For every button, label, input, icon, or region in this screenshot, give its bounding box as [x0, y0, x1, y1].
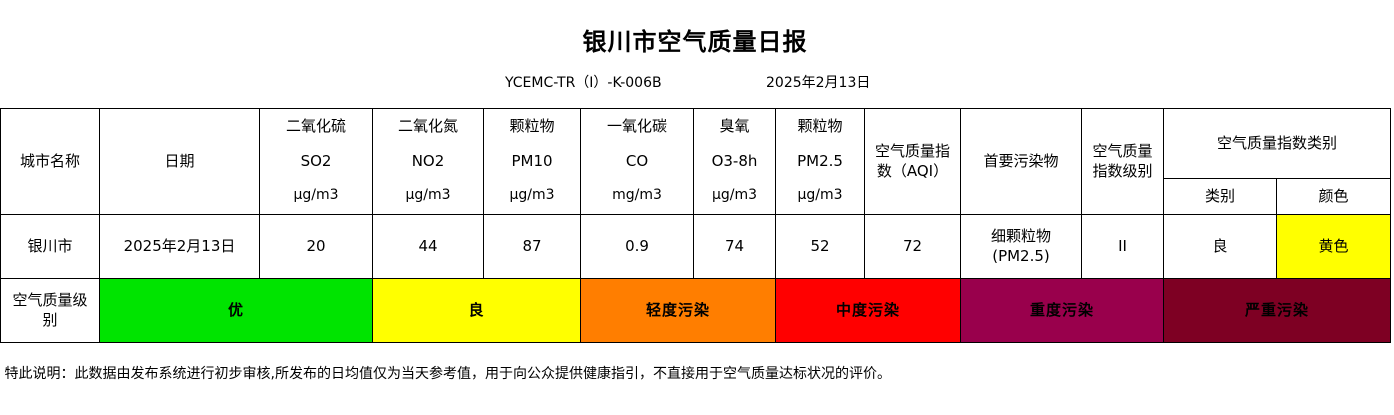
header-o3-unit: μg/m3	[693, 178, 776, 215]
header-so2-symbol: SO2	[259, 144, 373, 178]
cell-no2: 44	[372, 213, 484, 279]
header-pm10-symbol: PM10	[483, 144, 581, 178]
cell-co: 0.9	[580, 213, 694, 279]
cell-so2: 20	[259, 213, 373, 279]
cell-pm25: 52	[775, 213, 865, 279]
level-severe-pollution: 严重污染	[1162, 277, 1392, 343]
header-pm25-symbol: PM2.5	[775, 144, 865, 178]
level-legend-row: 空气质量级别 优 良 轻度污染 中度污染 重度污染 严重污染	[0, 277, 1392, 343]
header-so2-unit: μg/m3	[259, 178, 373, 215]
header-aqi: 空气质量指 数（AQI）	[864, 108, 961, 215]
page-title: 银川市空气质量日报	[582, 28, 808, 56]
cell-aqi: 72	[864, 213, 961, 279]
header-date: 日期	[99, 108, 260, 215]
header-so2-name: 二氧化硫	[259, 108, 373, 144]
report-code: YCEMC-TR（I）-K-006B	[505, 75, 662, 91]
cell-o3: 74	[693, 213, 776, 279]
cell-primary-pollutant: 细颗粒物 (PM2.5)	[960, 213, 1082, 279]
cell-aqi-level: II	[1081, 213, 1164, 279]
cell-category: 良	[1163, 213, 1277, 279]
header-pm10-unit: μg/m3	[483, 178, 581, 215]
level-light-pollution: 轻度污染	[580, 277, 776, 343]
table-row: 银川市 2025年2月13日 20 44 87 0.9 74 52 72 细颗粒…	[0, 213, 1392, 279]
disclaimer-note: 特此说明：此数据由发布系统进行初步审核,所发布的日均值仅为当天参考值，用于向公众…	[0, 341, 1391, 406]
level-heavy-pollution: 重度污染	[960, 277, 1164, 343]
header-pm25-name: 颗粒物	[775, 108, 865, 144]
header-o3-name: 臭氧	[693, 108, 776, 144]
level-legend-label: 空气质量级别	[0, 277, 100, 343]
header-no2-symbol: NO2	[372, 144, 484, 178]
header-category: 类别	[1163, 177, 1277, 215]
header-color: 颜色	[1275, 177, 1392, 215]
header-co-symbol: CO	[580, 144, 694, 178]
header-no2-unit: μg/m3	[372, 178, 484, 215]
header-pm25-unit: μg/m3	[775, 178, 865, 215]
level-you: 优	[99, 277, 373, 343]
report-date: 2025年2月13日	[766, 75, 871, 91]
header-no2-name: 二氧化氮	[372, 108, 484, 144]
cell-color-swatch: 黄色	[1275, 213, 1392, 279]
header-co-unit: mg/m3	[580, 178, 694, 215]
header-pm10-name: 颗粒物	[483, 108, 581, 144]
cell-date: 2025年2月13日	[99, 213, 260, 279]
cell-pm10: 87	[483, 213, 581, 279]
header-category-group: 空气质量指数类别	[1162, 108, 1392, 179]
level-liang: 良	[372, 277, 581, 343]
header-o3-symbol: O3-8h	[693, 144, 776, 178]
header-co-name: 一氧化碳	[580, 108, 694, 144]
header-aqi-level: 空气质量 指数级别	[1081, 108, 1164, 215]
header-primary-pollutant: 首要污染物	[960, 108, 1082, 215]
header-city: 城市名称	[0, 108, 100, 215]
air-quality-table: 城市名称 日期 二氧化硫 二氧化氮 颗粒物 一氧化碳 臭氧 颗粒物 空气质量指数…	[0, 108, 1392, 406]
level-moderate-pollution: 中度污染	[775, 277, 961, 343]
cell-city: 银川市	[0, 213, 100, 279]
